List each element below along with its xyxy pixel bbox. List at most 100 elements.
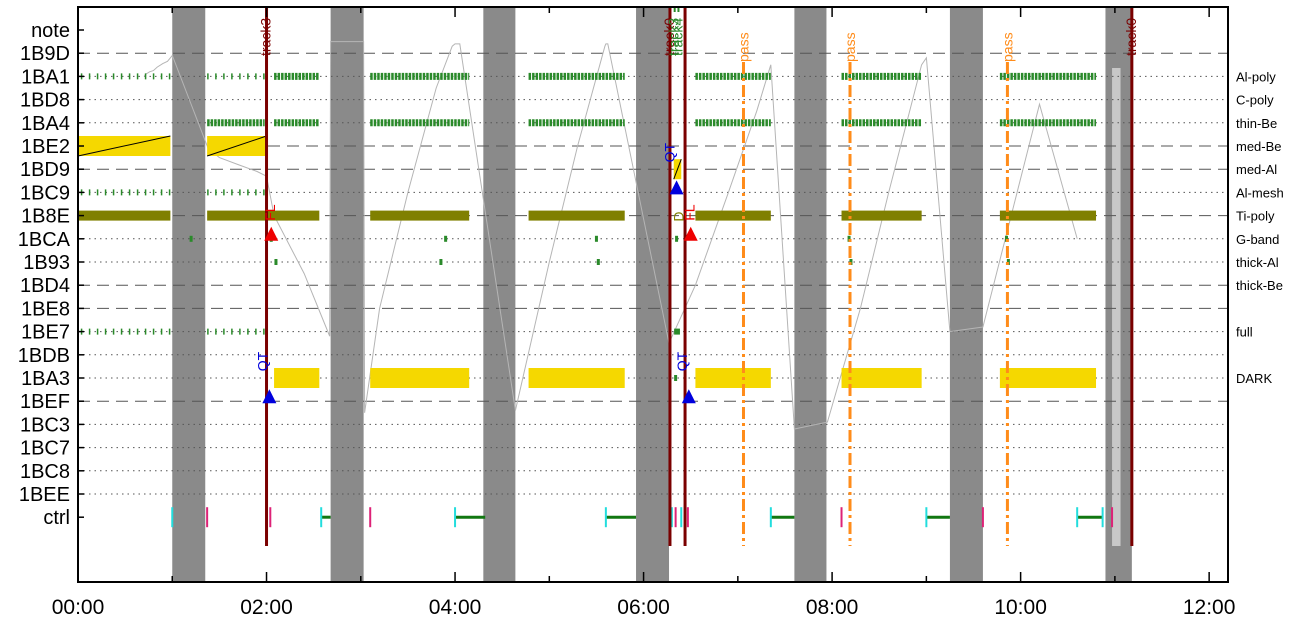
- y-tick-label: 1BA3: [21, 368, 70, 390]
- dark-bar: [274, 368, 320, 388]
- row-filter-label: DARK: [1236, 371, 1272, 386]
- data-gap-band: [794, 7, 827, 582]
- x-tick-label: 10:00: [994, 596, 1047, 619]
- fl-triangle: [264, 226, 279, 241]
- qt-triangle: [681, 389, 696, 404]
- observation-point: [674, 328, 678, 335]
- x-tick-label: 04:00: [429, 596, 482, 619]
- row-filter-label: thick-Al: [1236, 255, 1279, 270]
- observation-point: [189, 235, 193, 242]
- y-tick-label: 1BC3: [20, 414, 70, 436]
- row-filter-label: med-Be: [1236, 139, 1282, 154]
- y-tick-label: ctrl: [43, 507, 70, 529]
- track-label: track0: [661, 18, 677, 56]
- observation-point: [1004, 235, 1008, 242]
- y-tick-label: 1BC8: [20, 461, 70, 483]
- dark-bar: [841, 368, 922, 388]
- observation-point: [674, 375, 678, 381]
- track-green-label: track4: [669, 18, 685, 56]
- axis-labels-layer: 00:00 02:00 04:00 06:00 08:00 10:00 12:00note1…: [18, 20, 1284, 619]
- y-tick-label: 1BC7: [20, 438, 70, 460]
- x-tick-label: 02:00: [240, 596, 293, 619]
- track-label: track3: [258, 18, 274, 56]
- x-tick-label: 08:00: [806, 596, 859, 619]
- dark-bar: [695, 368, 771, 388]
- tipoly-bar: [695, 210, 771, 221]
- y-tick-label: note: [31, 20, 70, 42]
- tipoly-bar: [841, 210, 922, 221]
- tipoly-bar: [528, 210, 625, 221]
- data-gap-band: [172, 7, 206, 582]
- pass-label: pass: [999, 32, 1015, 62]
- data-gap-band: [483, 7, 516, 582]
- medbe-bar-diagonal: [77, 135, 171, 157]
- data-gap-layer: [172, 7, 1132, 582]
- row-filter-label: C-poly: [1236, 93, 1274, 108]
- observation-point: [444, 235, 448, 242]
- data-gap-band: [636, 7, 670, 582]
- row-grid-layer: [78, 52, 1228, 495]
- row-filter-label: G-band: [1236, 232, 1279, 247]
- y-tick-label: 1BE8: [21, 298, 70, 320]
- data-gap-highlight: [1112, 68, 1121, 546]
- observation-point: [676, 328, 680, 335]
- y-tick-label: 1BC9: [20, 182, 70, 204]
- y-tick-label: 1BA4: [21, 113, 70, 135]
- qt-triangle: [262, 389, 277, 404]
- y-tick-label: 1BA1: [21, 66, 70, 88]
- y-tick-label: 1B9D: [20, 43, 70, 65]
- fl-label: FL: [262, 204, 278, 221]
- y-tick-label: 1BE2: [21, 136, 70, 158]
- data-gap-band: [949, 7, 983, 582]
- y-tick-label: 1B93: [23, 252, 70, 274]
- observation-point: [596, 259, 600, 265]
- y-tick-label: 1BD8: [20, 90, 70, 112]
- row-filter-label: full: [1236, 325, 1253, 340]
- x-tick-label: 12:00: [1183, 596, 1236, 619]
- row-filter-label: Al-mesh: [1236, 185, 1284, 200]
- qt-label: QT: [674, 351, 690, 371]
- row-filter-label: med-Al: [1236, 162, 1277, 177]
- pass-label: pass: [735, 32, 751, 62]
- y-tick-label: 1B8E: [21, 206, 70, 228]
- x-tick-label: 06:00: [617, 596, 670, 619]
- data-gap-band: [330, 7, 364, 582]
- observation-marks-layer: [77, 72, 1133, 528]
- y-tick-label: 1BD4: [20, 275, 70, 297]
- qt-triangle: [669, 180, 684, 195]
- tipoly-bar: [207, 210, 320, 221]
- track-label: track0: [1123, 18, 1139, 56]
- row-filter-label: Al-poly: [1236, 69, 1276, 84]
- tipoly-bar: [370, 210, 470, 221]
- track-green-label: track3: [666, 18, 682, 56]
- y-tick-label: 1BD9: [20, 159, 70, 181]
- medal-bar-diagonal: [673, 159, 682, 180]
- qt-label: QT: [662, 143, 678, 163]
- row-filter-label: thin-Be: [1236, 116, 1277, 131]
- observation-point: [594, 235, 598, 242]
- x-tick-label: 00:00: [52, 596, 105, 619]
- observation-point: [439, 259, 443, 265]
- row-filter-label: Ti-poly: [1236, 209, 1275, 224]
- y-tick-label: 1BEE: [19, 484, 70, 506]
- observation-point: [675, 235, 679, 242]
- d-label: D: [670, 211, 686, 221]
- y-tick-label: 1BEF: [20, 391, 70, 413]
- dark-bar: [999, 368, 1097, 388]
- axes-layer: [77, 6, 1229, 583]
- instrument-trace-line: [143, 41, 1078, 430]
- fl-label: FL: [682, 204, 698, 221]
- tipoly-bar: [999, 210, 1097, 221]
- dark-bar: [528, 368, 625, 388]
- observation-point: [274, 259, 278, 265]
- plot-frame: [77, 6, 1229, 583]
- dark-bar: [370, 368, 470, 388]
- pass-label: pass: [842, 32, 858, 62]
- gray-line-layer: [143, 41, 1078, 430]
- tipoly-bar: [78, 210, 171, 221]
- row-filter-label: thick-Be: [1236, 278, 1283, 293]
- y-tick-label: 1BDB: [18, 345, 70, 367]
- y-tick-label: 1BE7: [21, 322, 70, 344]
